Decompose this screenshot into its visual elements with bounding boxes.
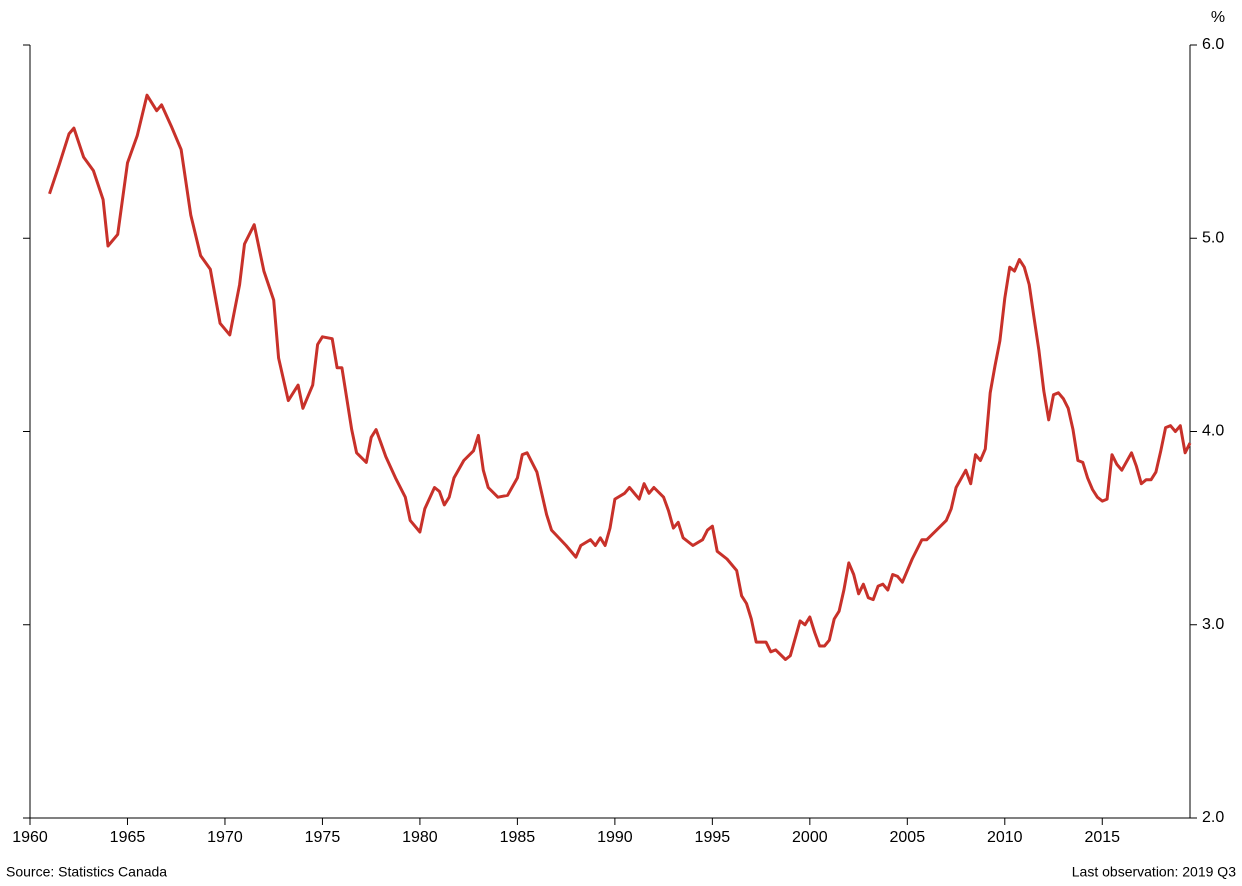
y-tick-label: 2.0 <box>1202 809 1224 826</box>
x-tick-label: 1960 <box>12 829 48 846</box>
x-tick-label: 1995 <box>695 829 731 846</box>
x-tick-label: 2005 <box>890 829 926 846</box>
source: Source: Statistics Canada <box>6 864 167 880</box>
x-tick-label: 1990 <box>597 829 633 846</box>
x-tick-label: 1985 <box>500 829 536 846</box>
y-unit: % <box>1211 9 1225 26</box>
note: Last observation: 2019 Q3 <box>1072 864 1236 880</box>
y-tick-label: 3.0 <box>1202 616 1224 633</box>
x-tick-label: 1970 <box>207 829 243 846</box>
x-tick-label: 2010 <box>987 829 1023 846</box>
x-tick-label: 2015 <box>1084 829 1120 846</box>
x-tick-label: 1965 <box>110 829 146 846</box>
data-line <box>48 93 1192 661</box>
y-tick-label: 6.0 <box>1202 36 1224 53</box>
x-tick-label: 2000 <box>792 829 828 846</box>
x-tick-label: 1980 <box>402 829 438 846</box>
y-tick-label: 5.0 <box>1202 229 1224 246</box>
y-tick-label: 4.0 <box>1202 423 1224 440</box>
x-tick-label: 1975 <box>305 829 341 846</box>
